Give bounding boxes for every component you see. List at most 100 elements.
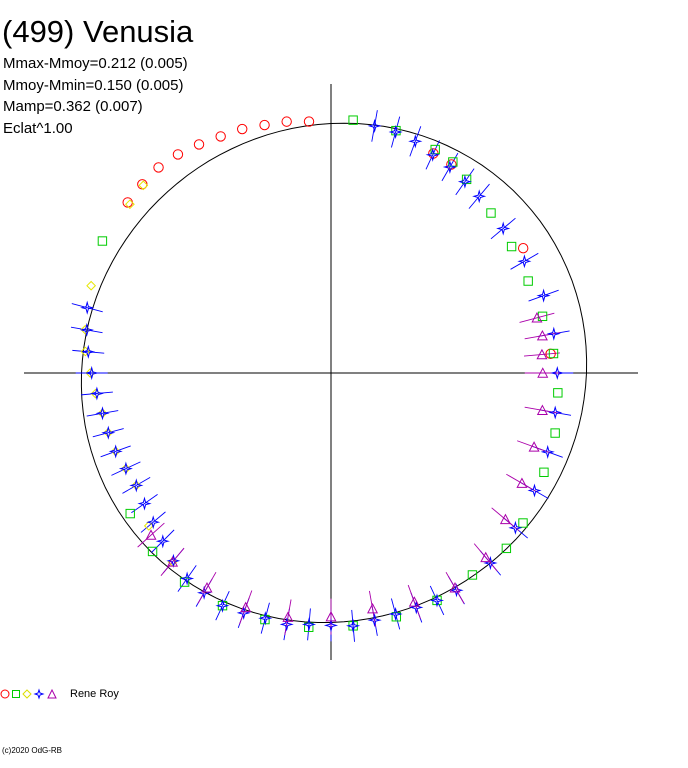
point-star-30	[527, 483, 542, 498]
point-square-6	[523, 276, 533, 286]
point-star-33	[550, 365, 565, 381]
point-triangle-12	[282, 611, 294, 622]
point-triangle-3	[536, 348, 548, 360]
point-triangle-14	[201, 582, 213, 593]
copyright: (c)2020 OdG-RB	[2, 746, 63, 755]
point-square-5	[506, 241, 517, 252]
errorbar-triangle-1	[519, 312, 555, 323]
errorbar-star-16	[215, 590, 230, 621]
point-triangle-6	[516, 477, 528, 488]
point-diamond-11	[86, 280, 97, 291]
point-star-38	[472, 189, 487, 204]
legend-label: Rene Roy	[70, 688, 119, 700]
point-star-12	[155, 534, 170, 549]
errorbar-star-44	[371, 110, 378, 142]
point-star-41	[425, 147, 440, 162]
point-star-18	[258, 611, 273, 626]
legend-star-icon	[33, 688, 45, 700]
point-square-12	[518, 518, 528, 528]
point-star-9	[129, 478, 144, 493]
point-triangle-5	[528, 441, 540, 452]
errorbar-star-39	[455, 168, 475, 196]
errorbar-triangle-13	[239, 590, 253, 625]
point-triangle-2	[537, 367, 549, 378]
point-star-23	[367, 613, 382, 628]
legend-square-icon	[12, 690, 20, 698]
errorbar-star-9	[122, 477, 151, 494]
point-star-43	[388, 124, 403, 140]
point-triangle-17	[480, 551, 492, 563]
point-circle-7	[153, 162, 164, 173]
point-star-6	[101, 425, 116, 440]
point-star-35	[536, 288, 551, 303]
point-star-22	[346, 618, 361, 633]
point-diamond-1	[80, 346, 91, 357]
errorbar-triangle-7	[491, 507, 520, 532]
point-circle-5	[193, 139, 205, 150]
point-square-13	[501, 543, 512, 554]
point-square-0	[348, 115, 358, 125]
point-circle-12	[517, 242, 529, 254]
point-triangle-9	[408, 596, 420, 607]
errorbar-triangle-16	[137, 522, 165, 548]
stat-mmoy-mmin: Mmoy-Mmin=0.150 (0.005)	[3, 76, 184, 94]
errorbar-triangle-3	[523, 352, 560, 357]
errorbar-star-7	[100, 445, 131, 458]
point-square-11	[539, 467, 549, 477]
point-star-14	[180, 571, 195, 586]
point-circle-1	[281, 116, 292, 127]
point-star-32	[548, 405, 563, 420]
point-star-0	[80, 300, 95, 315]
point-star-7	[108, 444, 123, 459]
errorbar-star-42	[409, 126, 422, 157]
errorbar-star-43	[390, 116, 401, 148]
point-star-40	[442, 159, 457, 175]
errorbar-star-37	[490, 217, 516, 240]
errorbar-star-1	[70, 326, 103, 334]
legend-diamond-icon	[22, 689, 32, 699]
point-circle-11	[446, 159, 457, 170]
errorbar-star-14	[177, 565, 197, 592]
errorbar-star-10	[131, 494, 158, 514]
errorbar-triangle-0	[524, 332, 561, 340]
point-triangle-10	[367, 602, 379, 614]
legend: Rene Roy	[0, 686, 119, 702]
point-star-26	[429, 593, 445, 608]
point-triangle-4	[536, 404, 548, 415]
point-circle-6	[172, 149, 184, 160]
errorbar-star-38	[468, 183, 490, 209]
point-star-8	[118, 461, 133, 476]
errorbar-star-6	[92, 428, 124, 438]
errorbar-star-5	[86, 410, 119, 417]
point-star-28	[483, 555, 498, 571]
legend-symbols	[0, 688, 57, 700]
point-square-14	[467, 570, 478, 580]
point-triangle-16	[145, 529, 157, 540]
errorbar-triangle-9	[407, 584, 421, 620]
point-star-42	[408, 134, 423, 149]
stat-mmax-mmoy: Mmax-Mmoy=0.212 (0.005)	[3, 55, 188, 72]
point-triangle-8	[449, 582, 461, 593]
point-star-31	[540, 444, 555, 460]
point-diamond-9	[125, 199, 135, 210]
point-star-11	[146, 515, 161, 530]
errorbar-star-20	[307, 608, 311, 641]
point-triangle-0	[536, 329, 548, 341]
errorbar-star-8	[111, 461, 141, 476]
point-square-23	[125, 508, 135, 519]
point-star-5	[95, 406, 110, 421]
errorbar-star-35	[528, 289, 559, 302]
errorbar-triangle-12	[284, 599, 292, 636]
point-star-4	[89, 386, 104, 401]
chart-title: (499) Venusia	[2, 14, 194, 49]
point-triangle-11	[325, 610, 337, 622]
point-circle-4	[215, 131, 226, 142]
point-star-13	[166, 553, 181, 568]
errorbar-star-11	[140, 511, 166, 533]
legend-circle-icon	[0, 689, 10, 699]
errorbar-star-36	[510, 252, 539, 270]
errorbar-star-26	[429, 585, 445, 616]
point-circle-2	[259, 119, 270, 131]
point-square-3	[461, 174, 472, 185]
